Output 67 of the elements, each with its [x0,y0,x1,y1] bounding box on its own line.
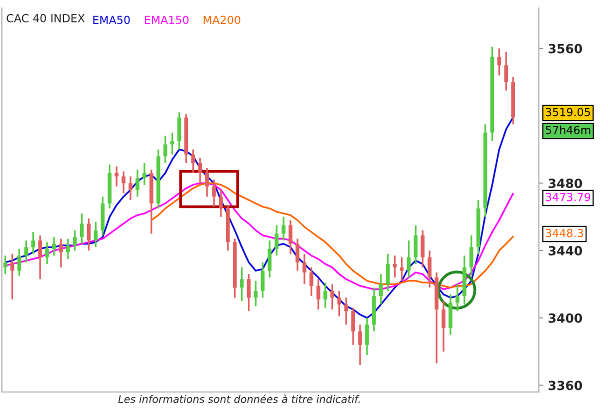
y-tick-label: 3560 [548,44,582,54]
candlestick [268,240,272,278]
candlestick [456,283,460,312]
candlestick [94,221,98,248]
candlestick [316,278,320,310]
candlestick [365,317,369,356]
y-tick-label: 3480 [548,178,582,188]
candlestick [17,248,22,277]
candlestick [72,229,77,252]
candlestick [86,218,91,252]
candlestick [80,212,84,245]
candlestick [302,253,306,286]
candlestick [114,165,119,188]
text: EMA50 [93,16,130,24]
candlestick [288,219,292,255]
candlestick [282,216,286,242]
candlestick [337,290,342,318]
candlestick [31,231,36,255]
candlestick [205,167,209,198]
text: EMA150 [144,16,189,24]
candlestick [497,48,502,76]
candlestick [24,240,28,264]
candlestick [191,148,196,174]
y-tick-label: 3360 [548,380,582,390]
y-tick-label: 3440 [548,246,582,256]
candlestick [379,273,383,306]
candlestick [177,112,182,150]
text: Les informations sont données à titre indicatif. [118,394,360,404]
candlestick [59,238,63,268]
candlestick [52,236,56,256]
candlestick [260,261,265,299]
candlestick [351,306,356,346]
candlestick [392,254,397,278]
candlestick [274,224,278,256]
candlestick [344,296,348,326]
candlestick [358,324,362,366]
candlestick [246,273,251,312]
candlestick [442,300,446,352]
candlestick [420,229,425,268]
candlestick [170,132,174,156]
chart-title: CAC 40 INDEX [6,14,85,22]
candlestick [128,176,132,201]
candlestick [414,224,418,265]
candlestick [212,178,216,208]
candlestick [45,241,49,265]
candlestick [386,253,390,292]
candlestick [3,254,8,275]
candlestick [240,266,244,302]
text: 57h46m [546,126,590,134]
candlestick [296,238,300,272]
candlestick [219,189,223,218]
candlestick [309,266,314,297]
candlestick [198,157,202,184]
text: 3519.05 [546,108,590,116]
candlestick [38,234,42,280]
text: MA200 [204,16,240,24]
y-tick-label: 3400 [548,313,582,323]
candlestick [504,50,508,92]
candlestick [66,238,70,260]
candlestick [428,250,432,288]
candlestick [122,170,126,194]
candlestick [136,168,140,198]
candlestick [469,234,474,277]
text: 3473.79 [546,192,590,202]
text: 3448.3 [546,228,583,238]
candlestick [323,282,328,309]
candlestick [142,162,146,186]
